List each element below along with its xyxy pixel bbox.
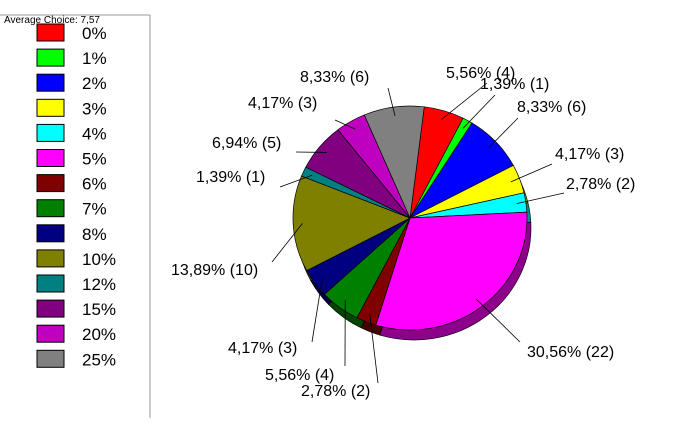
legend-label-25-percent: 25%: [82, 350, 116, 369]
legend-label-2-percent: 2%: [82, 74, 107, 93]
leader-line-1-percent: [462, 94, 496, 129]
data-label-25-percent: 8,33% (6): [300, 69, 369, 86]
leader-line-12-percent: [279, 174, 313, 188]
legend-label-12-percent: 12%: [82, 275, 116, 294]
pie-slices: [292, 105, 528, 331]
legend-swatch-4-percent: [36, 123, 65, 142]
legend-label-7-percent: 7%: [82, 200, 107, 219]
data-label-1-percent: 1,39% (1): [480, 76, 549, 93]
legend-swatch-2-percent: [36, 73, 65, 92]
pie-slice-5-percent: [375, 211, 528, 331]
legend-swatch-1-percent: [36, 48, 65, 67]
legend-swatch-15-percent: [36, 299, 65, 318]
legend-label-10-percent: 10%: [82, 250, 116, 269]
chart-title: Average Choice: 7,57: [4, 15, 100, 26]
leader-line-6-percent: [369, 313, 379, 384]
leader-line-10-percent: [271, 223, 303, 263]
data-label-12-percent: 1,39% (1): [196, 169, 265, 186]
data-labels: 5,56% (4)1,39% (1)8,33% (6)4,17% (3)2,78…: [171, 65, 635, 400]
legend-swatch-10-percent: [36, 249, 65, 268]
leader-line-2-percent: [488, 117, 519, 149]
legend-label-3-percent: 3%: [82, 99, 107, 118]
legend-swatch-6-percent: [36, 174, 65, 193]
legend-label-5-percent: 5%: [82, 150, 107, 169]
legend-swatch-7-percent: [36, 199, 65, 218]
data-label-10-percent: 13,89% (10): [171, 262, 258, 279]
data-label-5-percent: 30,56% (22): [527, 344, 614, 361]
legend-swatch-0-percent: [36, 23, 65, 42]
leader-lines: [271, 82, 565, 384]
data-label-6-percent: 2,78% (2): [301, 383, 370, 400]
legend-label-1-percent: 1%: [82, 49, 107, 68]
data-label-0-percent: 5,56% (4): [446, 65, 515, 82]
data-label-2-percent: 8,33% (6): [517, 99, 586, 116]
legend-label-0-percent: 0%: [82, 24, 107, 43]
legend-swatch-12-percent: [36, 274, 65, 293]
leader-line-0-percent: [441, 82, 488, 120]
data-label-7-percent: 5,56% (4): [265, 367, 334, 384]
legend-swatch-5-percent: [36, 149, 65, 167]
leader-line-20-percent: [334, 119, 356, 130]
leader-line-8-percent: [311, 277, 323, 343]
legend: 0% 1% 2% 3% 4% 5% 6% 7% 8% 10% 12% 15% 20% 25%: [36, 23, 116, 369]
legend-frame: [0, 14, 151, 418]
leader-line-5-percent: [475, 298, 521, 343]
legend-swatch-25-percent: [36, 349, 65, 368]
legend-swatch-20-percent: [36, 324, 65, 343]
legend-label-4-percent: 4%: [82, 124, 107, 143]
data-label-4-percent: 2,78% (2): [566, 176, 635, 193]
data-label-15-percent: 6,94% (5): [212, 135, 281, 152]
legend-label-8-percent: 8%: [82, 225, 107, 244]
legend-label-20-percent: 20%: [82, 325, 116, 344]
legend-swatch-3-percent: [36, 98, 65, 117]
pie-slice-25-percent: [363, 105, 425, 220]
legend-swatch-8-percent: [36, 224, 65, 243]
data-label-20-percent: 4,17% (3): [248, 95, 317, 112]
data-label-3-percent: 4,17% (3): [555, 146, 624, 163]
legend-label-6-percent: 6%: [82, 175, 107, 194]
data-label-8-percent: 4,17% (3): [228, 340, 297, 357]
pie-slice-10-percent: [292, 175, 411, 272]
leader-line-3-percent: [510, 163, 553, 183]
leader-line-4-percent: [516, 192, 565, 205]
leader-line-25-percent: [387, 87, 396, 117]
legend-label-15-percent: 15%: [82, 300, 116, 319]
